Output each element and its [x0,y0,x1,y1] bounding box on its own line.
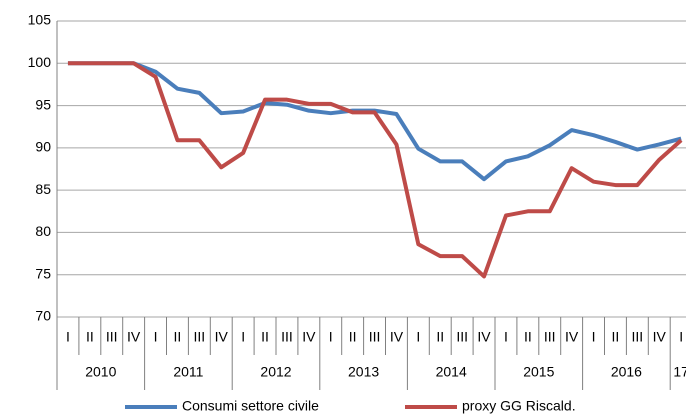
x-tick-label: III [194,329,206,345]
x-tick-label: III [281,329,293,345]
x-tick-label: IV [302,329,316,345]
x-tick-label: IV [653,329,667,345]
y-tick-label: 100 [28,54,52,70]
series-line [67,61,683,279]
x-group-label: 2012 [260,364,291,380]
x-tick-label: I [679,329,683,345]
x-tick-label: IV [390,329,404,345]
series-line [67,61,682,182]
x-tick-label: IV [477,329,491,345]
x-group-label: 2010 [85,364,116,380]
x-tick-label: IV [127,329,141,345]
x-tick-label: I [329,329,333,345]
y-tick-label: 75 [35,265,51,281]
x-tick-label: I [241,329,245,345]
x-tick-label: I [416,329,420,345]
x-group-label: 2016 [611,364,642,380]
y-tick-label: 80 [35,223,51,239]
x-group-label: 2013 [348,364,379,380]
x-tick-label: II [349,329,357,345]
x-tick-label: II [524,329,532,345]
x-tick-label: III [544,329,556,345]
legend-label: proxy GG Riscald. [462,398,576,414]
x-tick-label: III [456,329,468,345]
x-tick-label: II [261,329,269,345]
x-tick-label: I [504,329,508,345]
x-tick-label: II [174,329,182,345]
x-tick-label: III [106,329,118,345]
x-tick-label: I [66,329,70,345]
x-group-label: 17 [673,364,686,380]
y-tick-label: 90 [35,139,51,155]
y-tick-label: 85 [35,181,51,197]
x-tick-label: IV [565,329,579,345]
x-group-label: 2015 [523,364,554,380]
y-tick-label: 95 [35,96,51,112]
x-tick-label: III [369,329,381,345]
x-tick-label: III [632,329,644,345]
x-tick-label: II [86,329,94,345]
y-tick-label: 105 [28,12,52,28]
x-tick-label: I [154,329,158,345]
x-group-label: 2011 [173,364,203,380]
x-tick-label: II [612,329,620,345]
x-tick-label: IV [215,329,229,345]
legend-label: Consumi settore civile [182,398,319,414]
y-tick-label: 70 [35,308,51,324]
x-group-label: 2014 [436,364,467,380]
x-tick-label: II [436,329,444,345]
x-tick-label: I [592,329,596,345]
